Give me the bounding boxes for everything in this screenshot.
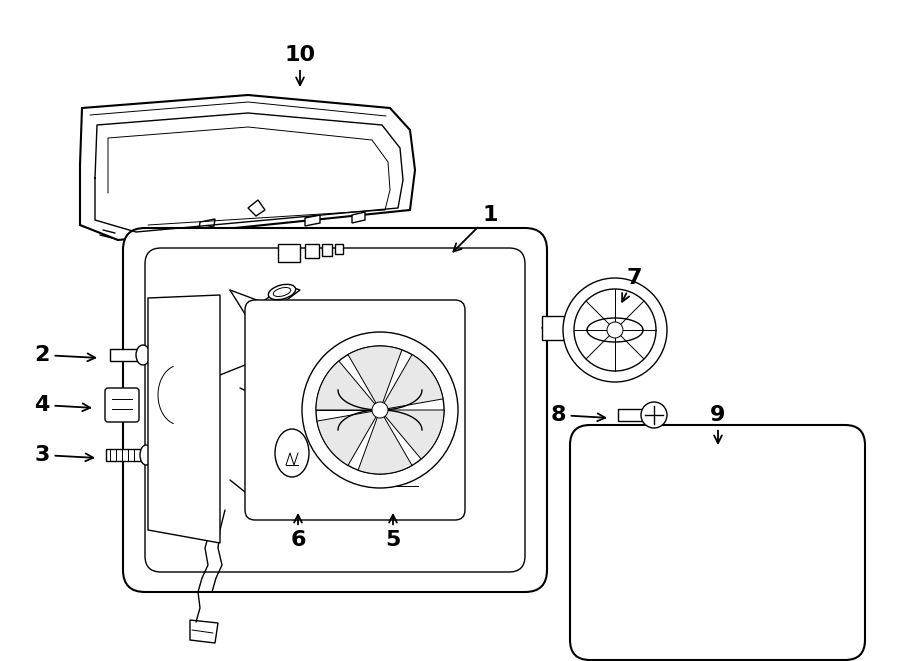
FancyBboxPatch shape <box>245 300 465 520</box>
Polygon shape <box>348 346 402 410</box>
Circle shape <box>607 322 623 338</box>
Circle shape <box>574 289 656 371</box>
Ellipse shape <box>136 345 150 365</box>
Bar <box>542 316 564 340</box>
Bar <box>618 409 648 421</box>
Bar <box>426 470 444 492</box>
Polygon shape <box>358 410 412 474</box>
Bar <box>106 449 142 461</box>
Ellipse shape <box>140 445 152 465</box>
Text: 7: 7 <box>622 268 642 301</box>
Text: 8: 8 <box>550 405 605 425</box>
Text: 5: 5 <box>385 515 400 550</box>
Circle shape <box>302 332 458 488</box>
Polygon shape <box>199 219 215 229</box>
Polygon shape <box>248 200 265 216</box>
Ellipse shape <box>274 288 291 297</box>
Polygon shape <box>148 295 220 543</box>
Text: 2: 2 <box>34 345 95 365</box>
Bar <box>335 244 343 254</box>
Bar <box>110 349 140 361</box>
Polygon shape <box>380 410 444 459</box>
Circle shape <box>641 402 667 428</box>
Text: 4: 4 <box>34 395 90 415</box>
FancyBboxPatch shape <box>145 248 525 572</box>
Circle shape <box>316 346 444 474</box>
Text: 10: 10 <box>284 45 316 85</box>
Bar <box>322 244 332 256</box>
Bar <box>278 244 300 262</box>
Polygon shape <box>305 215 320 226</box>
Circle shape <box>372 402 388 418</box>
FancyBboxPatch shape <box>123 228 547 592</box>
Polygon shape <box>80 165 118 240</box>
Polygon shape <box>317 410 380 465</box>
Ellipse shape <box>275 429 309 477</box>
Polygon shape <box>380 354 443 410</box>
Polygon shape <box>352 212 365 223</box>
FancyBboxPatch shape <box>105 388 139 422</box>
Ellipse shape <box>268 284 295 299</box>
Bar <box>305 244 319 258</box>
FancyBboxPatch shape <box>570 425 865 660</box>
Text: 3: 3 <box>34 445 94 465</box>
Text: 9: 9 <box>710 405 725 443</box>
Circle shape <box>563 278 667 382</box>
Polygon shape <box>190 620 218 643</box>
Polygon shape <box>80 95 415 240</box>
FancyBboxPatch shape <box>355 455 431 511</box>
Polygon shape <box>316 361 380 410</box>
Text: 6: 6 <box>290 515 306 550</box>
Text: 1: 1 <box>454 205 498 252</box>
Bar <box>282 475 302 489</box>
